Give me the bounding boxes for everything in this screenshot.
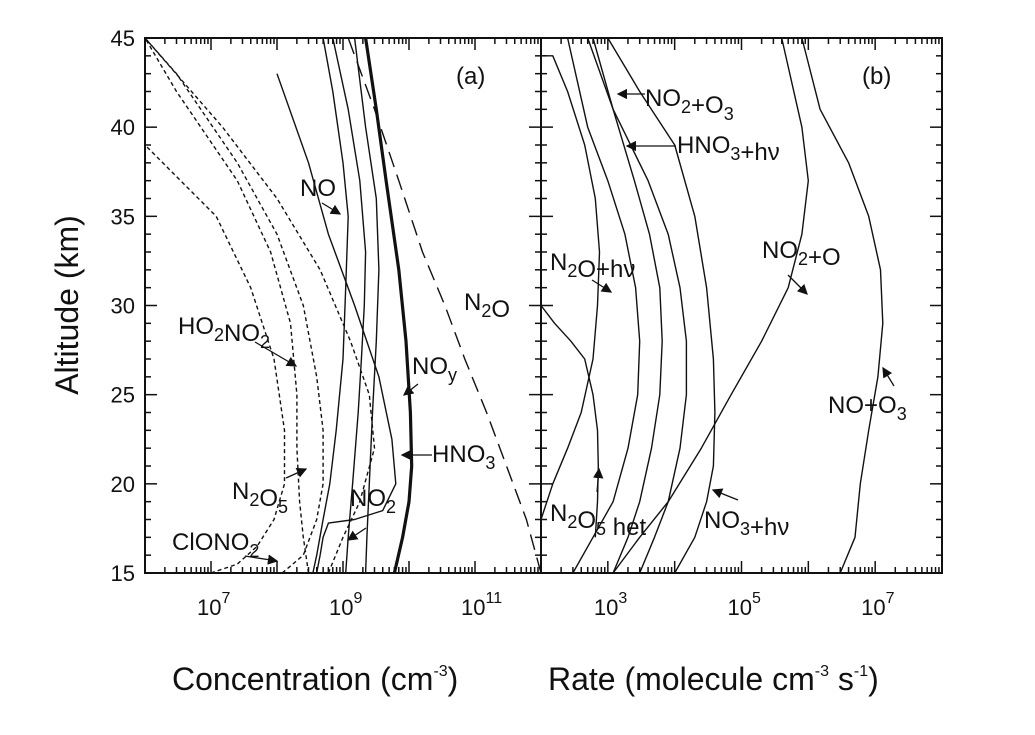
- x-a-tick-label: 1011: [461, 590, 502, 620]
- panel-a-series-5: [347, 37, 542, 574]
- panel-a-series-1: [332, 37, 367, 574]
- arrow-n2o5-het: [593, 467, 604, 493]
- y-tick-label: 30: [111, 294, 135, 319]
- panel-a-series-4: [276, 73, 397, 574]
- panel-a-curves: [144, 37, 542, 574]
- x-b-tick-label: 107: [861, 590, 894, 620]
- label-no: NO: [300, 175, 336, 202]
- panel-b-series-6: [612, 37, 809, 574]
- y-axis-title: Altitude (km): [49, 215, 85, 395]
- label-n2o-hv: N2O+hν: [550, 249, 635, 283]
- panel-b-series-4: [592, 37, 688, 574]
- y-tick-label: 35: [111, 204, 135, 229]
- panel-a-series-8: [144, 144, 286, 574]
- panel-b-series-3: [587, 37, 663, 574]
- panel-a-series-0: [312, 37, 349, 574]
- x-axis-title-b: Rate (molecule cm-3 s-1): [548, 661, 879, 697]
- y-tick-label: 25: [111, 383, 135, 408]
- x-b-tick-label: 103: [594, 590, 627, 620]
- arrow-n2o-hv: [591, 279, 613, 293]
- label-no2-o3: NO2+O3: [645, 85, 734, 124]
- annotations: NO NO2 NOy HNO3 N2O HO2NO2 N2O5 ClONO2 NO2+O3 HNO…: [172, 85, 907, 565]
- x-a-tick-label: 107: [197, 590, 230, 620]
- label-noy: NOy: [412, 353, 457, 385]
- label-no3-hv: NO3+hν: [704, 507, 789, 541]
- label-no-o3: NO+O3: [828, 392, 907, 424]
- arrow-clono2: [244, 554, 279, 565]
- axis-ticks: 107 109 1011 103 105 107 15 20 25 30 35 40 45: [111, 26, 943, 620]
- panel-b-label: (b): [862, 63, 891, 90]
- panel-b-series-5: [607, 37, 716, 574]
- y-tick-label: 40: [111, 115, 135, 140]
- arrow-noy: [402, 383, 419, 396]
- label-no2-o: NO2+O: [762, 237, 841, 271]
- label-n2o5: N2O5: [232, 478, 288, 517]
- y-tick-label: 45: [111, 26, 135, 51]
- label-ho2no2: HO2NO2: [178, 313, 270, 352]
- y-tick-label: 15: [111, 561, 135, 586]
- panel-b-series-0: [540, 55, 601, 520]
- label-hno3-hv: HNO3+hν: [677, 132, 780, 166]
- x-axis-title-a: Concentration (cm-3): [172, 661, 458, 697]
- arrow-no2-o: [787, 274, 808, 295]
- x-a-tick-label: 109: [329, 590, 362, 620]
- label-n2o5-het: N2O5 het: [550, 500, 646, 541]
- panel-b-series-2: [566, 37, 641, 574]
- x-b-tick-label: 105: [728, 590, 761, 620]
- panel-a-series-2: [353, 37, 380, 574]
- label-clono2: ClONO2: [172, 529, 259, 561]
- arrow-no: [321, 202, 342, 215]
- panel-a-label: (a): [456, 63, 485, 90]
- label-no2: NO2: [350, 485, 396, 517]
- arrow-no2: [346, 527, 367, 541]
- arrow-n2o5: [285, 467, 308, 479]
- panel-b-series-7: [801, 37, 884, 574]
- y-tick-label: 20: [111, 472, 135, 497]
- panel-a-series-6: [144, 37, 310, 574]
- label-n2o: N2O: [464, 289, 510, 323]
- arrow-no3-hv: [711, 488, 739, 501]
- arrow-no-o3: [882, 366, 895, 387]
- label-hno3: HNO3: [432, 441, 495, 473]
- panel-a-series-3: [364, 37, 414, 574]
- arrow-ho2no2: [254, 341, 298, 367]
- panel-b-curves: [540, 37, 884, 574]
- panel-a-series-9: [144, 37, 376, 574]
